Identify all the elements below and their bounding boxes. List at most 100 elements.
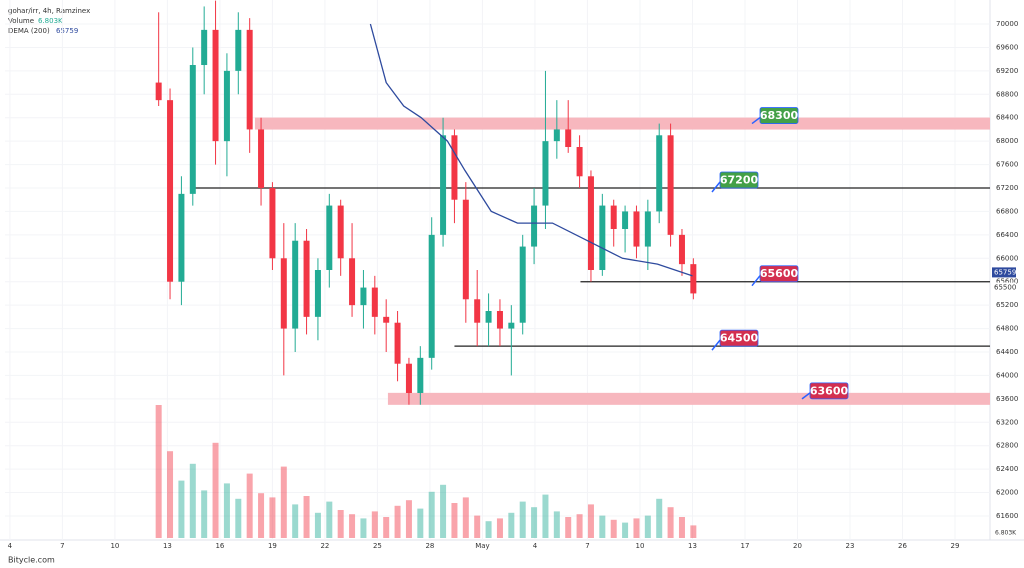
y-tick-label: 66000 <box>996 254 1018 262</box>
volume-bar <box>440 484 447 538</box>
volume-value: 6.803K <box>38 17 63 25</box>
candle-body <box>644 211 651 247</box>
x-tick-label: 13 <box>688 542 697 550</box>
x-tick-label: 17 <box>741 542 750 550</box>
volume-bar <box>280 466 287 538</box>
volume-bar <box>405 500 412 538</box>
watermark: Bitycle.com <box>8 556 55 565</box>
candle-body <box>462 199 469 300</box>
level-label: 67200 <box>720 174 759 187</box>
x-tick-label: 20 <box>793 542 802 550</box>
volume-bar <box>428 491 435 538</box>
candle-body <box>314 270 321 317</box>
candle-body <box>269 188 276 259</box>
callout-pointer <box>711 339 721 351</box>
x-tick-label: 10 <box>636 542 645 550</box>
candle-body <box>622 211 629 230</box>
callout-pointer <box>751 116 761 125</box>
candle-body <box>371 287 378 317</box>
volume-label: Volume <box>8 17 34 25</box>
price-badge: 65500 <box>994 284 1016 292</box>
x-tick-label: 26 <box>898 542 907 550</box>
x-tick-label: 4 <box>8 542 13 550</box>
y-tick-label: 62800 <box>996 442 1018 450</box>
volume-bar <box>553 511 560 538</box>
candle-body <box>633 211 640 247</box>
candle-body <box>258 129 265 189</box>
volume-bar <box>610 519 617 538</box>
candle-body <box>292 240 299 329</box>
volume-bar <box>383 517 390 538</box>
candle-body <box>565 129 572 148</box>
volume-bar <box>371 511 378 538</box>
volume-bar <box>201 490 208 538</box>
y-tick-label: 64000 <box>996 371 1018 379</box>
dema-value: 65759 <box>56 27 78 35</box>
y-tick-label: 69600 <box>996 43 1018 51</box>
candle-body <box>212 29 219 142</box>
candle-body <box>246 29 253 130</box>
dema-label: DEMA (200) <box>8 27 50 35</box>
dema-badge: 65759 <box>994 268 1016 276</box>
level-label-box <box>719 329 759 347</box>
callout-pointer <box>711 181 721 193</box>
y-tick-label: 70000 <box>996 20 1018 28</box>
candle-body <box>326 205 333 270</box>
level-label-box <box>759 265 799 283</box>
level-label-box <box>759 107 799 124</box>
volume-bar <box>599 515 606 538</box>
y-tick-label: 68400 <box>996 114 1018 122</box>
volume-bar <box>235 498 242 538</box>
volume-bar <box>587 504 594 538</box>
x-tick-label: 23 <box>846 542 855 550</box>
volume-bar <box>269 497 276 538</box>
candle-body <box>349 258 356 306</box>
volume-badge: 6.803K <box>995 530 1017 537</box>
y-tick-label: 62000 <box>996 489 1018 497</box>
x-tick-label: 10 <box>110 542 119 550</box>
volume-bar <box>314 512 321 538</box>
level-label: 64500 <box>720 332 759 345</box>
volume-bar <box>155 405 162 538</box>
candle-body <box>394 322 401 364</box>
level-label: 65600 <box>760 267 799 280</box>
y-tick-label: 65200 <box>996 301 1018 309</box>
x-tick-label: 19 <box>268 542 277 550</box>
volume-bar <box>189 463 196 538</box>
candle-body <box>690 264 697 294</box>
volume-bar <box>485 521 492 538</box>
candle-body <box>440 135 447 235</box>
candle-body <box>167 100 174 282</box>
candle-body <box>201 29 208 66</box>
candle-body <box>508 322 515 329</box>
volume-bar <box>292 504 299 538</box>
volume-bar <box>644 515 651 538</box>
volume-bar <box>223 483 230 538</box>
candle-body <box>587 176 594 270</box>
y-tick-label: 67600 <box>996 161 1018 169</box>
volume-bar <box>178 480 185 538</box>
volume-bar <box>474 515 481 538</box>
volume-bar <box>565 517 572 538</box>
volume-bar <box>326 501 333 538</box>
y-tick-label: 66800 <box>996 207 1018 215</box>
volume-bar <box>349 514 356 538</box>
candle-body <box>610 205 617 230</box>
x-tick-label: 22 <box>320 542 329 550</box>
candle-body <box>678 234 685 265</box>
level-label: 68300 <box>760 109 799 122</box>
dema-line <box>369 23 693 277</box>
y-tick-label: 68800 <box>996 90 1018 98</box>
y-tick-label: 63200 <box>996 418 1018 426</box>
candle-body <box>417 357 424 393</box>
x-tick-label: 13 <box>163 542 172 550</box>
x-tick-label: 28 <box>425 542 434 550</box>
candle-body <box>485 310 492 323</box>
y-tick-label: 61600 <box>996 512 1018 520</box>
y-tick-label: 69200 <box>996 67 1018 75</box>
candle-body <box>553 129 560 142</box>
candle-body <box>576 147 583 177</box>
